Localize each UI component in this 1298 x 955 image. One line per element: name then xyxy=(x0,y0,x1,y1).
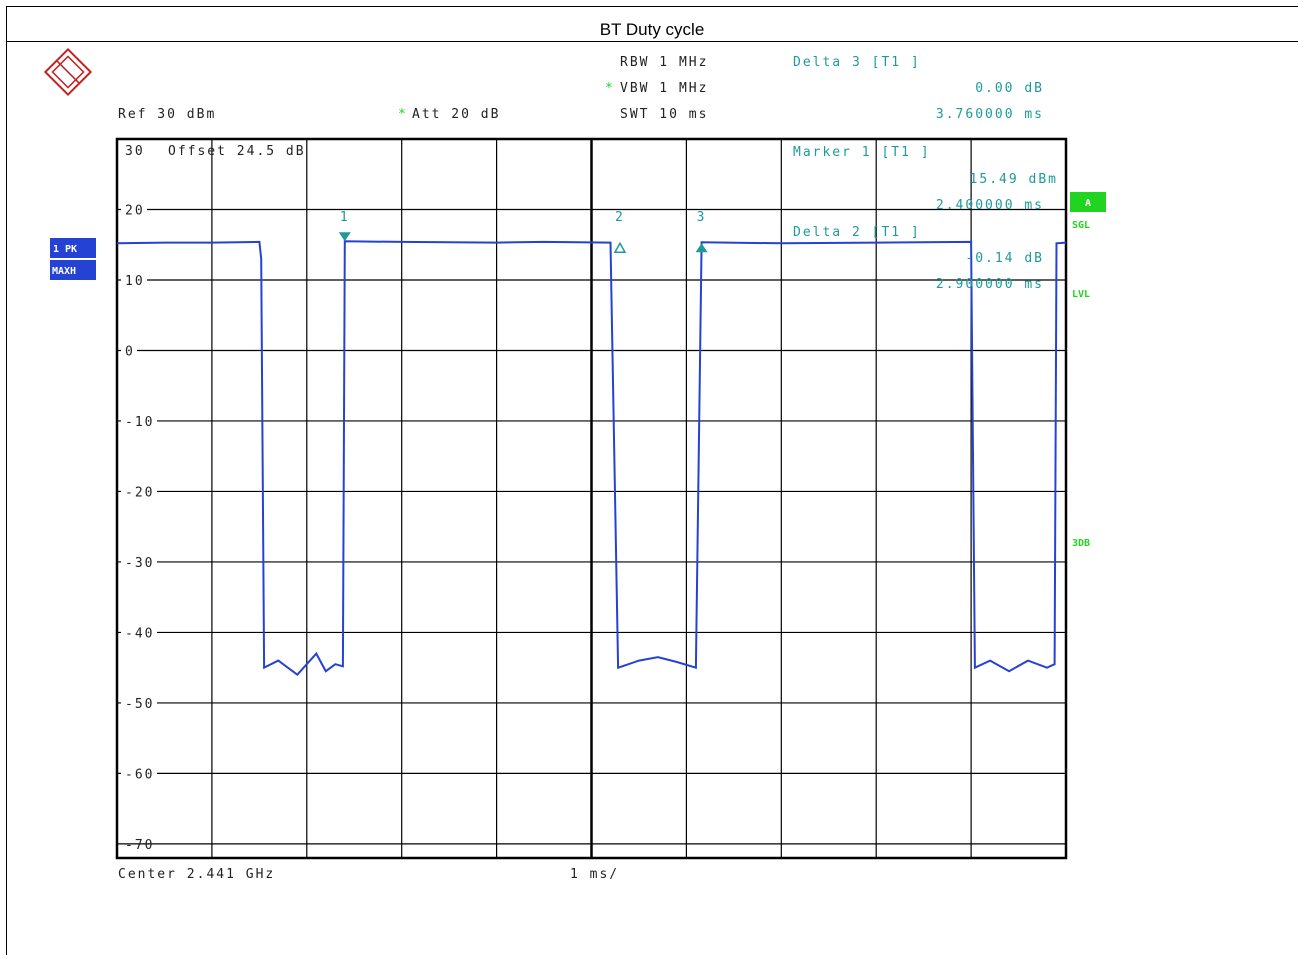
trace-label: 1 PK xyxy=(53,244,77,255)
marker-3-label: 3 xyxy=(697,210,707,225)
y-tick-labels: 30 20 10 0 -10 -20 -30 -40 -50 -60 -70 xyxy=(121,144,157,853)
page-frame xyxy=(6,6,1298,955)
y-tick-bg xyxy=(121,553,157,570)
y-tick-label: 20 xyxy=(125,203,145,218)
marker-2-symbol xyxy=(613,241,627,254)
delta2-level: -0.14 dB xyxy=(965,251,1044,266)
vbw-label: VBW 1 MHz xyxy=(620,81,708,96)
status-3db: 3DB xyxy=(1072,538,1090,549)
marker1-level: 15.49 dBm xyxy=(970,172,1058,187)
marker1-time: 2.400000 ms xyxy=(936,198,1044,213)
y-tick-bg xyxy=(121,271,147,288)
y-tick-bg xyxy=(121,342,137,359)
marker-1-symbol xyxy=(338,232,351,242)
y-tick-label: -50 xyxy=(125,697,154,712)
status-lvl: LVL xyxy=(1072,289,1090,300)
rbw-label: RBW 1 MHz xyxy=(620,55,708,70)
y-tick-label: -20 xyxy=(125,485,154,500)
y-tick-bg xyxy=(121,412,157,429)
center-frequency-label: Center 2.441 GHz xyxy=(118,867,275,882)
page-title: BT Duty cycle xyxy=(599,20,705,39)
sweep-time-label: SWT 10 ms xyxy=(620,107,708,122)
y-tick-bg xyxy=(121,694,157,711)
marker-2-label: 2 xyxy=(615,210,625,225)
delta3-time: 3.760000 ms xyxy=(936,107,1044,122)
y-tick-bg xyxy=(121,765,157,782)
y-tick-bg xyxy=(121,201,147,218)
marker-3-symbol xyxy=(695,243,708,253)
y-tick-bg xyxy=(121,624,157,641)
attenuation-label: Att 20 dB xyxy=(412,107,500,122)
y-tick-label: -70 xyxy=(125,838,154,853)
y-tick-bg xyxy=(121,483,157,500)
status-sgl: SGL xyxy=(1072,220,1090,231)
delta2-time: 2.900000 ms xyxy=(936,277,1044,292)
y-tick-label: -30 xyxy=(125,556,154,571)
y-tick-label: -10 xyxy=(125,415,154,430)
detector-label: MAXH xyxy=(52,266,76,277)
att-coupled-star: * xyxy=(398,107,408,122)
delta2-title: Delta 2 [T1 ] xyxy=(793,225,921,240)
delta3-title: Delta 3 [T1 ] xyxy=(793,55,921,70)
markers: 1 2 3 xyxy=(338,210,708,254)
y-tick-label: 10 xyxy=(125,274,145,289)
delta3-level: 0.00 dB xyxy=(975,81,1044,96)
detector-label-box xyxy=(50,260,96,280)
marker-1-label: 1 xyxy=(340,210,350,225)
trace-1-line xyxy=(116,240,1067,677)
ref-level-label: Ref 30 dBm xyxy=(118,107,216,122)
vbw-coupled-star: * xyxy=(605,81,615,96)
y-tick-label: -40 xyxy=(125,626,154,641)
y-tick-label: 30 xyxy=(125,144,145,159)
status-a: A xyxy=(1085,198,1091,209)
marker1-title: Marker 1 [T1 ] xyxy=(793,145,931,160)
rohde-schwarz-logo-icon xyxy=(43,47,93,97)
plot-grid xyxy=(115,137,1068,860)
trace-label-box xyxy=(50,238,96,258)
offset-label: Offset 24.5 dB xyxy=(168,144,306,159)
title-bar: BT Duty cycle xyxy=(6,6,1298,42)
y-tick-label: -60 xyxy=(125,767,154,782)
status-a-box xyxy=(1070,192,1106,212)
span-per-div-label: 1 ms/ xyxy=(570,867,619,882)
y-tick-label: 0 xyxy=(125,344,135,359)
